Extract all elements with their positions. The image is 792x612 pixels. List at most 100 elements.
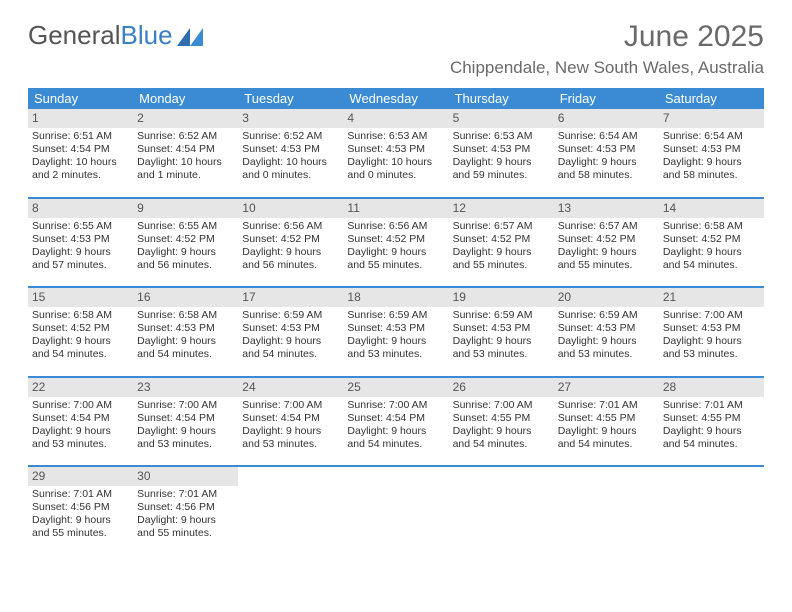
daylight-text: Daylight: 9 hours and 53 minutes. xyxy=(137,425,234,451)
daylight-text: Daylight: 9 hours and 53 minutes. xyxy=(242,425,339,451)
day-number: 30 xyxy=(133,467,238,486)
sunset-text: Sunset: 4:53 PM xyxy=(242,322,339,335)
day-number: 28 xyxy=(659,378,764,397)
daylight-text: Daylight: 9 hours and 54 minutes. xyxy=(242,335,339,361)
day-number: 22 xyxy=(28,378,133,397)
day-number: 10 xyxy=(238,199,343,218)
day-number: 1 xyxy=(28,109,133,128)
sunset-text: Sunset: 4:53 PM xyxy=(453,322,550,335)
sunset-text: Sunset: 4:53 PM xyxy=(663,322,760,335)
sunset-text: Sunset: 4:56 PM xyxy=(32,501,129,514)
page-title: June 2025 xyxy=(450,20,764,54)
sunrise-text: Sunrise: 7:00 AM xyxy=(137,399,234,412)
day-number: 26 xyxy=(449,378,554,397)
daylight-text: Daylight: 9 hours and 54 minutes. xyxy=(558,425,655,451)
sunrise-text: Sunrise: 6:55 AM xyxy=(32,220,129,233)
day-cell xyxy=(343,467,448,545)
daylight-text: Daylight: 9 hours and 54 minutes. xyxy=(32,335,129,361)
sunrise-text: Sunrise: 7:01 AM xyxy=(558,399,655,412)
day-number: 13 xyxy=(554,199,659,218)
daylight-text: Daylight: 9 hours and 53 minutes. xyxy=(663,335,760,361)
daylight-text: Daylight: 9 hours and 53 minutes. xyxy=(453,335,550,361)
week-row: 15Sunrise: 6:58 AMSunset: 4:52 PMDayligh… xyxy=(28,286,764,366)
day-cell: 4Sunrise: 6:53 AMSunset: 4:53 PMDaylight… xyxy=(343,109,448,187)
sunrise-text: Sunrise: 6:57 AM xyxy=(453,220,550,233)
day-cell: 10Sunrise: 6:56 AMSunset: 4:52 PMDayligh… xyxy=(238,199,343,277)
day-number: 3 xyxy=(238,109,343,128)
weekday-mon: Monday xyxy=(133,88,238,109)
sunset-text: Sunset: 4:53 PM xyxy=(558,143,655,156)
sunset-text: Sunset: 4:52 PM xyxy=(663,233,760,246)
daylight-text: Daylight: 9 hours and 55 minutes. xyxy=(453,246,550,272)
day-cell: 29Sunrise: 7:01 AMSunset: 4:56 PMDayligh… xyxy=(28,467,133,545)
weekday-thu: Thursday xyxy=(449,88,554,109)
sunset-text: Sunset: 4:52 PM xyxy=(32,322,129,335)
sunset-text: Sunset: 4:53 PM xyxy=(242,143,339,156)
sunrise-text: Sunrise: 6:53 AM xyxy=(453,130,550,143)
day-number: 18 xyxy=(343,288,448,307)
sunset-text: Sunset: 4:53 PM xyxy=(558,322,655,335)
day-number: 9 xyxy=(133,199,238,218)
daylight-text: Daylight: 9 hours and 53 minutes. xyxy=(32,425,129,451)
daylight-text: Daylight: 9 hours and 54 minutes. xyxy=(663,425,760,451)
daylight-text: Daylight: 10 hours and 0 minutes. xyxy=(347,156,444,182)
sunrise-text: Sunrise: 7:01 AM xyxy=(32,488,129,501)
day-cell: 30Sunrise: 7:01 AMSunset: 4:56 PMDayligh… xyxy=(133,467,238,545)
sunrise-text: Sunrise: 6:59 AM xyxy=(347,309,444,322)
daylight-text: Daylight: 9 hours and 58 minutes. xyxy=(663,156,760,182)
day-number: 8 xyxy=(28,199,133,218)
day-cell: 5Sunrise: 6:53 AMSunset: 4:53 PMDaylight… xyxy=(449,109,554,187)
weekday-wed: Wednesday xyxy=(343,88,448,109)
sunrise-text: Sunrise: 6:56 AM xyxy=(347,220,444,233)
sunset-text: Sunset: 4:52 PM xyxy=(137,233,234,246)
daylight-text: Daylight: 9 hours and 54 minutes. xyxy=(137,335,234,361)
sunrise-text: Sunrise: 7:00 AM xyxy=(242,399,339,412)
daylight-text: Daylight: 9 hours and 59 minutes. xyxy=(453,156,550,182)
day-cell: 25Sunrise: 7:00 AMSunset: 4:54 PMDayligh… xyxy=(343,378,448,456)
sunrise-text: Sunrise: 6:58 AM xyxy=(32,309,129,322)
sunrise-text: Sunrise: 7:00 AM xyxy=(347,399,444,412)
daylight-text: Daylight: 9 hours and 53 minutes. xyxy=(558,335,655,361)
weekday-header: Sunday Monday Tuesday Wednesday Thursday… xyxy=(28,88,764,109)
daylight-text: Daylight: 9 hours and 53 minutes. xyxy=(347,335,444,361)
day-cell: 26Sunrise: 7:00 AMSunset: 4:55 PMDayligh… xyxy=(449,378,554,456)
day-number: 6 xyxy=(554,109,659,128)
logo-text-2: Blue xyxy=(121,20,173,51)
day-cell: 19Sunrise: 6:59 AMSunset: 4:53 PMDayligh… xyxy=(449,288,554,366)
day-cell xyxy=(659,467,764,545)
day-number: 5 xyxy=(449,109,554,128)
sunset-text: Sunset: 4:54 PM xyxy=(137,143,234,156)
daylight-text: Daylight: 9 hours and 57 minutes. xyxy=(32,246,129,272)
location: Chippendale, New South Wales, Australia xyxy=(450,58,764,78)
weekday-fri: Friday xyxy=(554,88,659,109)
sunset-text: Sunset: 4:54 PM xyxy=(242,412,339,425)
sunset-text: Sunset: 4:54 PM xyxy=(137,412,234,425)
daylight-text: Daylight: 9 hours and 55 minutes. xyxy=(32,514,129,540)
sunrise-text: Sunrise: 6:54 AM xyxy=(663,130,760,143)
logo-icon xyxy=(177,26,203,46)
sunset-text: Sunset: 4:53 PM xyxy=(347,143,444,156)
logo-text-1: General xyxy=(28,20,121,51)
sunset-text: Sunset: 4:54 PM xyxy=(32,412,129,425)
sunset-text: Sunset: 4:56 PM xyxy=(137,501,234,514)
sunset-text: Sunset: 4:55 PM xyxy=(453,412,550,425)
day-cell: 9 Sunrise: 6:55 AMSunset: 4:52 PMDaylight… xyxy=(133,199,238,277)
sunset-text: Sunset: 4:55 PM xyxy=(558,412,655,425)
sunrise-text: Sunrise: 6:55 AM xyxy=(137,220,234,233)
sunrise-text: Sunrise: 7:00 AM xyxy=(663,309,760,322)
day-number: 12 xyxy=(449,199,554,218)
sunset-text: Sunset: 4:53 PM xyxy=(347,322,444,335)
daylight-text: Daylight: 9 hours and 56 minutes. xyxy=(137,246,234,272)
day-number: 25 xyxy=(343,378,448,397)
day-cell: 16Sunrise: 6:58 AMSunset: 4:53 PMDayligh… xyxy=(133,288,238,366)
day-cell: 7Sunrise: 6:54 AMSunset: 4:53 PMDaylight… xyxy=(659,109,764,187)
day-number: 11 xyxy=(343,199,448,218)
sunrise-text: Sunrise: 6:59 AM xyxy=(453,309,550,322)
day-cell: 20Sunrise: 6:59 AMSunset: 4:53 PMDayligh… xyxy=(554,288,659,366)
day-cell: 14Sunrise: 6:58 AMSunset: 4:52 PMDayligh… xyxy=(659,199,764,277)
sunrise-text: Sunrise: 6:58 AM xyxy=(663,220,760,233)
sunrise-text: Sunrise: 6:58 AM xyxy=(137,309,234,322)
daylight-text: Daylight: 9 hours and 54 minutes. xyxy=(347,425,444,451)
week-row: 29Sunrise: 7:01 AMSunset: 4:56 PMDayligh… xyxy=(28,465,764,545)
day-number: 27 xyxy=(554,378,659,397)
